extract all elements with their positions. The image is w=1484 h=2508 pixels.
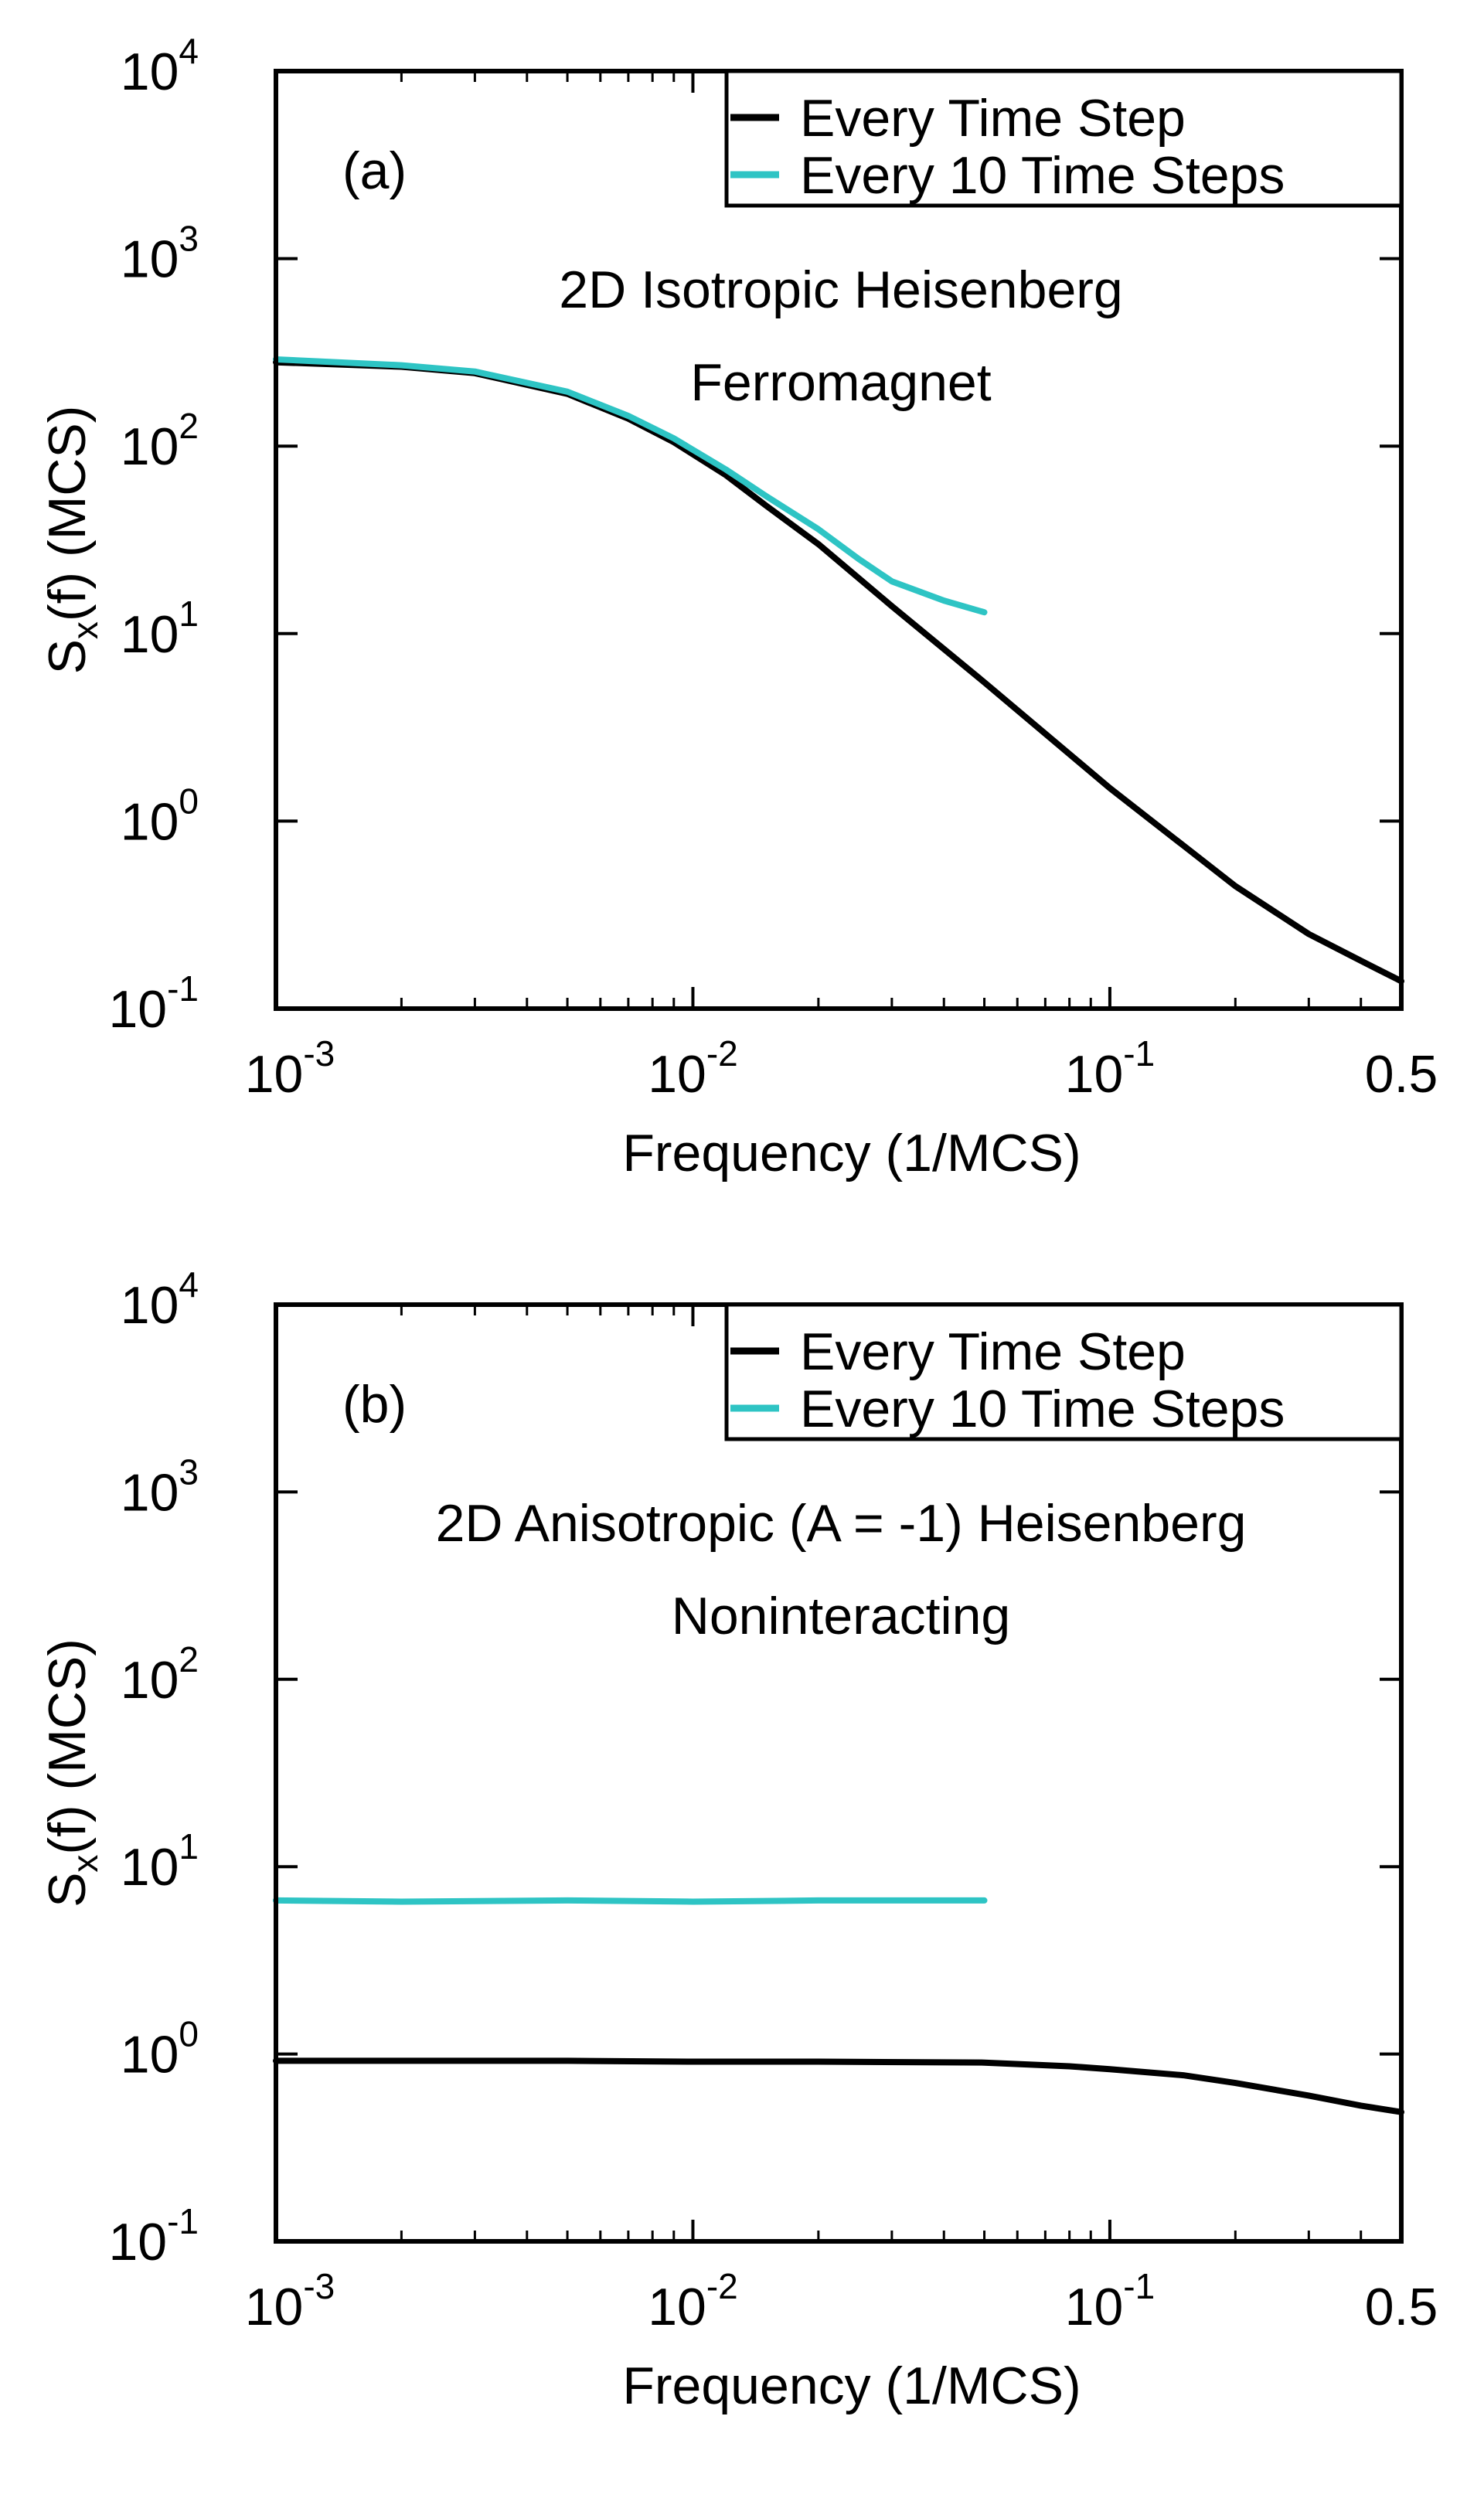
x-tick-label: 10-3 — [245, 1033, 335, 1104]
legend-entry-label: Every Time Step — [800, 89, 1186, 148]
annotation-line: 2D Isotropic Heisenberg — [559, 260, 1122, 319]
x-tick-label: 10-1 — [1065, 2266, 1156, 2336]
y-tick-label: 100 — [121, 781, 199, 851]
y-tick-label: 102 — [121, 406, 199, 476]
legend-entry-label: Every 10 Time Steps — [800, 146, 1285, 205]
y-tick-label: 102 — [121, 1639, 199, 1710]
annotation-line: Ferromagnet — [690, 353, 991, 412]
panel-label: (b) — [342, 1375, 407, 1434]
y-tick-label: 101 — [121, 1826, 199, 1897]
annotation-line: 2D Anisotropic (A = -1) Heisenberg — [436, 1494, 1247, 1553]
series-line-every-10-time-steps — [273, 356, 988, 616]
y-tick-label: 103 — [121, 1451, 199, 1522]
panel-b: 10-3 10-2 10-1 0.5 10-1 100 101 102 103 104 Freque… — [38, 1264, 1438, 2415]
legend-box — [724, 69, 1404, 208]
y-tick-label: 10-1 — [108, 2201, 199, 2271]
x-tick-label: 10-3 — [245, 2266, 335, 2336]
panel-a: 10-3 10-2 10-1 0.5 10-1 100 101 102 103 104 Freque… — [38, 31, 1438, 1183]
legend-entry-label: Every 10 Time Steps — [800, 1380, 1285, 1438]
series-line-every-time-step — [273, 2057, 1404, 2115]
x-tick-label: 0.5 — [1365, 1045, 1438, 1104]
y-tick-label: 104 — [121, 1264, 199, 1335]
legend-entry-label: Every Time Step — [800, 1322, 1186, 1381]
x-tick-label: 10-2 — [648, 2266, 738, 2336]
y-tick-label: 10-1 — [108, 968, 199, 1039]
y-tick-label: 101 — [121, 594, 199, 664]
y-axis-label: Sx(f) (MCS) — [38, 1639, 105, 1907]
x-axis-label: Frequency (1/MCS) — [622, 1124, 1081, 1183]
y-axis-label: Sx(f) (MCS) — [38, 406, 105, 675]
y-tick-label: 104 — [121, 31, 199, 101]
x-tick-label: 10-2 — [648, 1033, 738, 1104]
x-tick-label: 0.5 — [1365, 2278, 1438, 2336]
y-tick-label: 103 — [121, 219, 199, 289]
y-tick-label: 100 — [121, 2014, 199, 2084]
legend-box — [724, 1302, 1404, 1441]
annotation-line: Noninteracting — [672, 1587, 1010, 1645]
panel-label: (a) — [342, 141, 407, 200]
x-axis-label: Frequency (1/MCS) — [622, 2357, 1081, 2415]
series-line-every-10-time-steps — [273, 1897, 988, 1905]
x-tick-label: 10-1 — [1065, 1033, 1156, 1104]
